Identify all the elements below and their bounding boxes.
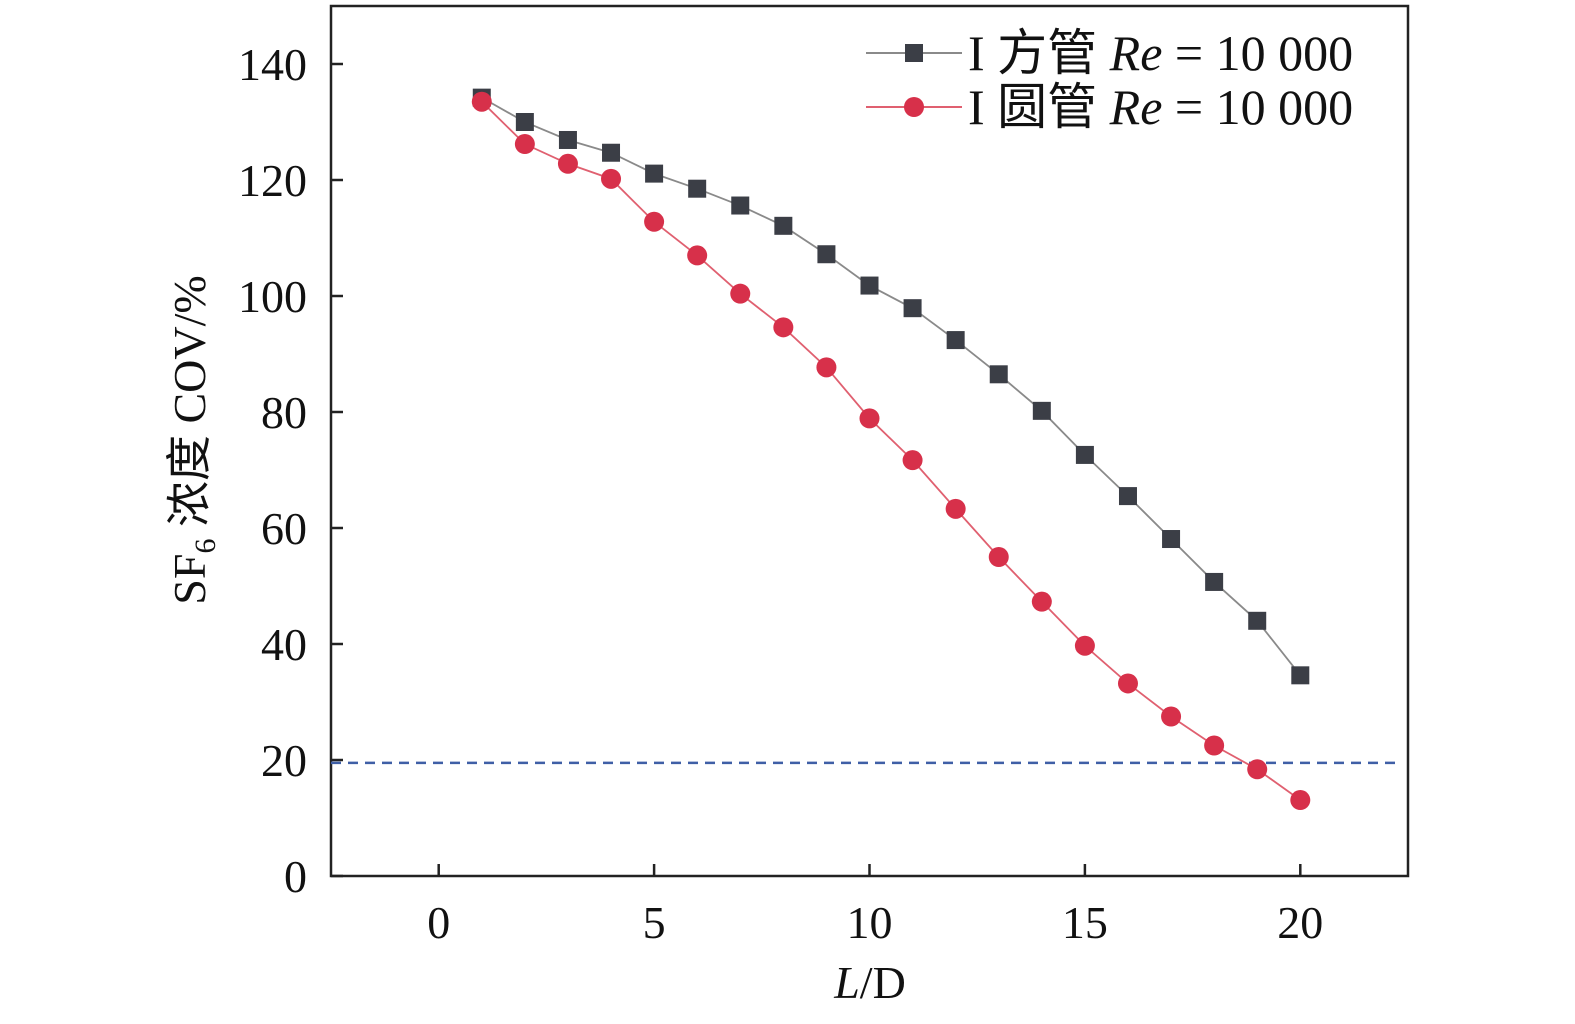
data-point-circle xyxy=(902,450,923,471)
x-tick-label: 5 xyxy=(643,897,666,948)
data-point-circle xyxy=(557,153,578,174)
y-axis-label: SF6 浓度 COV/% xyxy=(164,275,222,604)
data-point-circle xyxy=(1290,790,1311,811)
data-point-circle xyxy=(859,408,880,429)
data-point-square xyxy=(1075,445,1094,464)
data-point-circle xyxy=(988,547,1009,567)
data-point-circle xyxy=(945,498,966,519)
plot-frame xyxy=(329,4,1410,878)
data-point-square xyxy=(602,143,621,162)
data-point-circle xyxy=(687,245,708,266)
y-tick-label: 0 xyxy=(284,851,307,902)
data-point-square xyxy=(645,164,664,183)
y-tick-label: 100 xyxy=(238,271,307,322)
x-tick-label: 20 xyxy=(1277,897,1323,948)
data-point-square xyxy=(817,245,836,264)
data-point-circle xyxy=(601,168,622,189)
data-point-circle xyxy=(1247,759,1268,780)
x-axis-label: L/D xyxy=(833,957,906,1008)
x-tick-label: 15 xyxy=(1062,897,1108,948)
data-point-square xyxy=(946,331,965,350)
y-tick-label: 60 xyxy=(261,503,307,554)
data-point-square xyxy=(515,113,534,131)
data-point-square xyxy=(558,130,577,149)
y-tick-label: 80 xyxy=(261,387,307,438)
x-tick-label: 10 xyxy=(847,897,893,948)
data-point-square xyxy=(989,365,1008,384)
data-point-square xyxy=(903,299,922,318)
legend-label: I 方管 Re = 10 000 xyxy=(968,25,1353,81)
data-point-square xyxy=(905,44,923,62)
data-point-circle xyxy=(904,97,924,117)
data-point-square xyxy=(1032,401,1051,420)
y-tick-label: 140 xyxy=(238,39,307,90)
data-point-circle xyxy=(730,283,751,304)
data-point-square xyxy=(1205,572,1224,591)
data-point-circle xyxy=(816,357,837,378)
data-point-circle xyxy=(1074,635,1095,656)
data-point-circle xyxy=(1031,591,1052,612)
data-point-circle xyxy=(1161,706,1182,727)
data-point-circle xyxy=(644,211,665,232)
y-tick-label: 120 xyxy=(238,155,307,206)
y-tick-label: 40 xyxy=(261,619,307,670)
data-point-square xyxy=(1291,666,1310,685)
data-point-square xyxy=(688,179,707,198)
data-point-circle xyxy=(1204,735,1225,756)
data-point-square xyxy=(1162,530,1181,549)
data-point-square xyxy=(860,276,879,295)
legend-label: I 圆管 Re = 10 000 xyxy=(968,79,1353,135)
data-point-circle xyxy=(471,91,492,112)
data-point-square xyxy=(1248,611,1267,630)
data-point-square xyxy=(774,216,793,235)
data-point-square xyxy=(731,196,750,215)
x-tick-label: 0 xyxy=(427,897,450,948)
data-point-circle xyxy=(1117,673,1138,694)
data-point-circle xyxy=(773,317,794,338)
series-line-2 xyxy=(481,101,1301,801)
data-point-square xyxy=(1118,487,1137,506)
data-point-circle xyxy=(514,134,535,155)
y-tick-label: 20 xyxy=(261,735,307,786)
